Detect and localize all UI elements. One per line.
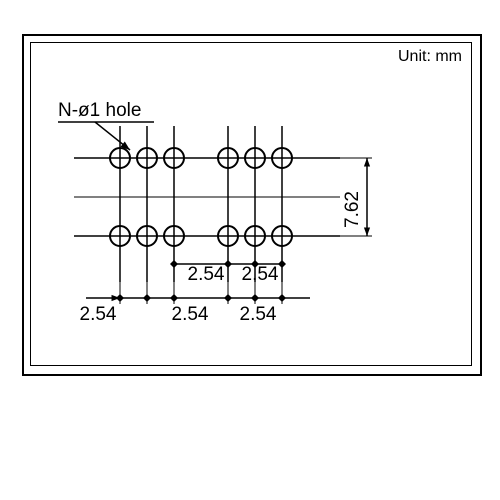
svg-text:2.54: 2.54 <box>240 304 277 325</box>
drawing-canvas: 7.62 2.54 2.54 2.54 2.54 2.54 <box>0 0 500 500</box>
svg-text:2.54: 2.54 <box>188 264 225 285</box>
svg-text:2.54: 2.54 <box>172 304 209 325</box>
svg-text:7.62: 7.62 <box>342 191 363 228</box>
svg-text:2.54: 2.54 <box>80 304 117 325</box>
svg-text:2.54: 2.54 <box>242 264 279 285</box>
